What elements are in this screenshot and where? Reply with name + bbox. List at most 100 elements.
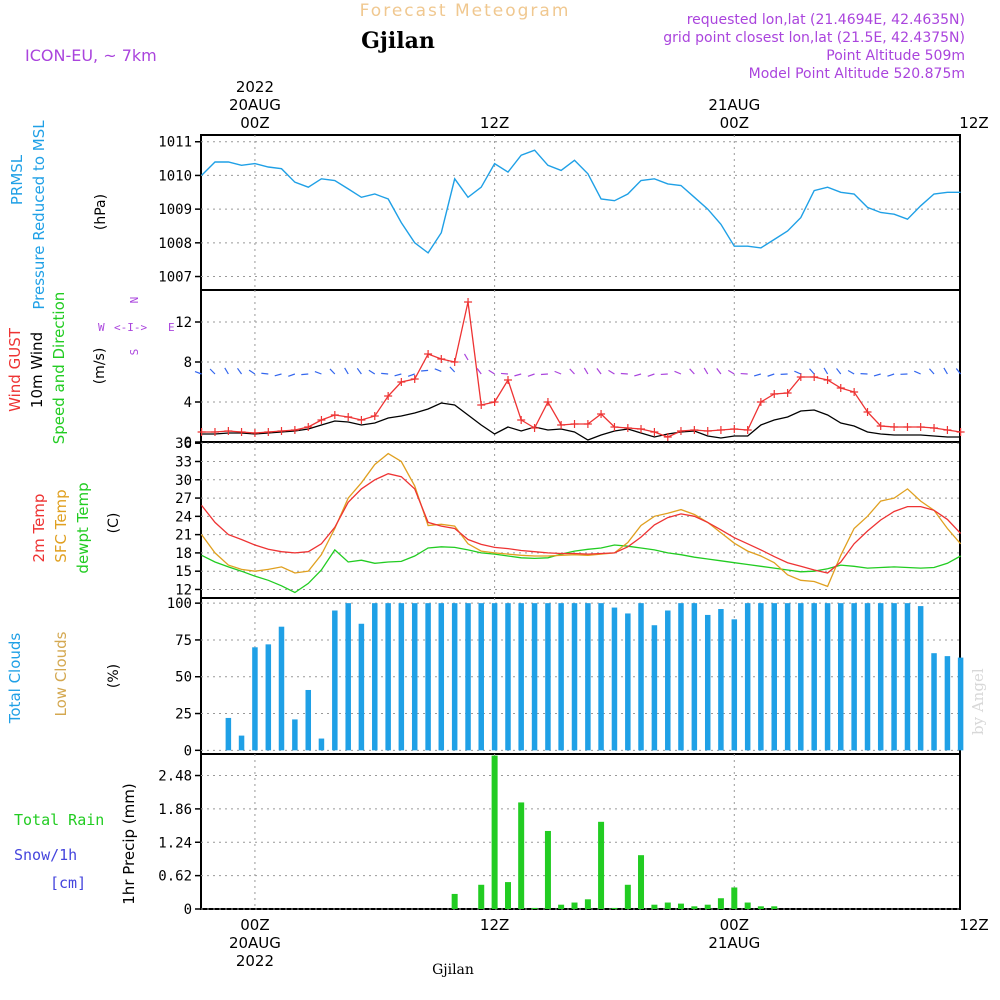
total-cloud-bar [877, 603, 884, 751]
gust-marker [410, 375, 419, 383]
model-altitude: Model Point Altitude 520.875m [749, 66, 965, 82]
gust-marker [756, 398, 765, 406]
gust-marker [503, 376, 512, 384]
total-cloud-bar [265, 644, 272, 751]
gust-marker [743, 426, 752, 434]
wind-direction-arrow [224, 367, 229, 375]
top-time-label: 12Z [480, 114, 509, 132]
wind-direction-arrow [261, 372, 269, 375]
gust-marker [863, 408, 872, 416]
model-label: ICON-EU, ~ 7km [25, 46, 157, 65]
top-time-label: 21AUG [708, 96, 760, 114]
wind-direction-arrow [476, 367, 482, 375]
wind-ylabel: 10m Wind [28, 332, 46, 408]
wind-direction-arrow [847, 369, 855, 375]
total-cloud-bar [252, 647, 258, 751]
bottom-time-label: 12Z [480, 916, 509, 934]
precip-bar [598, 821, 605, 909]
top-time-label: 00Z [240, 114, 269, 132]
wind-direction-arrow [873, 373, 881, 377]
gust-marker [916, 423, 925, 431]
y-tick-label: 30 [175, 473, 192, 489]
total-cloud-bar [798, 603, 804, 751]
precip-bar [717, 898, 724, 909]
total-cloud-bar [358, 623, 365, 751]
precip-bar [584, 899, 591, 909]
total-cloud-bar [811, 603, 817, 751]
total-cloud-bar [931, 653, 937, 751]
total-clouds-ylabel: Total Clouds [6, 633, 24, 725]
wind-direction-arrow [194, 371, 202, 375]
wind-direction-arrow [407, 373, 415, 377]
wind-direction-arrow [209, 368, 216, 375]
y-tick-label: 27 [175, 491, 192, 507]
precip-bar [504, 882, 511, 909]
wind-gust-line [201, 301, 961, 438]
gust-marker [703, 427, 712, 435]
panel-frame [200, 134, 961, 291]
panel-frame [200, 753, 961, 910]
wind-direction-arrow [274, 373, 282, 377]
temp-2m-line [201, 473, 962, 574]
precip-bar [771, 906, 778, 909]
y-tick-label: 1.86 [158, 802, 192, 818]
precip-bar [638, 855, 645, 909]
gust-marker [676, 427, 685, 435]
y-tick-label: 1007 [158, 270, 192, 286]
gust-marker [397, 378, 406, 386]
wind-direction-arrow [540, 373, 548, 376]
precip-bar [757, 906, 764, 909]
total-cloud-bar [638, 603, 644, 751]
wind-direction-arrow [928, 368, 935, 375]
compass-north: N [128, 297, 141, 304]
total-cloud-bar [691, 603, 698, 751]
precip-bar [691, 906, 698, 909]
compass-west: W [98, 321, 105, 334]
total-cloud-bar [332, 610, 338, 751]
y-tick-label: 50 [175, 670, 192, 686]
gust-marker [783, 389, 792, 397]
total-cloud-bar [372, 603, 378, 751]
snow-unit-legend: [cm] [50, 874, 86, 892]
total-cloud-bar [718, 609, 724, 751]
total-cloud-bar [665, 610, 671, 751]
location-title: Gjilan [361, 28, 435, 54]
total-cloud-bar [771, 603, 777, 751]
compass-south: S [128, 349, 141, 356]
gust-marker [663, 433, 672, 441]
wind-direction-arrow [703, 367, 709, 375]
total-cloud-bar [531, 603, 538, 751]
total-cloud-bar [505, 603, 511, 751]
total-cloud-bar [398, 603, 405, 751]
wind-direction-arrow [236, 367, 243, 375]
top-time-label: 12Z [959, 114, 988, 132]
gust-marker [836, 384, 845, 392]
precip-bar [544, 830, 551, 909]
precip-bar [651, 904, 658, 909]
precip-ylabel: 1hr Precip (mm) [120, 783, 138, 904]
y-tick-label: 25 [175, 707, 192, 723]
total-cloud-bar [345, 603, 351, 751]
pressure-ylabel-short: PRMSL [8, 154, 26, 205]
total-cloud-bar [744, 603, 751, 751]
wind-direction-arrow [767, 373, 775, 377]
compass-arrows: <-I-> [114, 321, 147, 334]
gust-marker [464, 298, 473, 306]
precip-bar [744, 902, 751, 909]
panel-frame [200, 597, 961, 755]
y-tick-label: 100 [167, 596, 192, 612]
total-cloud-bar [318, 738, 325, 751]
total-cloud-bar [518, 603, 524, 751]
y-tick-label: 36 [175, 436, 192, 452]
top-time-label: 20AUG [229, 96, 281, 114]
total-cloud-bar [545, 603, 551, 751]
y-tick-label: 1.24 [158, 835, 192, 851]
wind-direction-arrow [596, 368, 602, 375]
bottom-time-label: 12Z [959, 916, 988, 934]
gust-marker [850, 388, 859, 396]
gust-marker [956, 428, 965, 436]
wind-direction-arrow [809, 368, 815, 375]
gust-marker [264, 428, 273, 436]
wind-direction-arrow [500, 372, 509, 375]
bottom-time-label: 00Z [720, 916, 749, 934]
